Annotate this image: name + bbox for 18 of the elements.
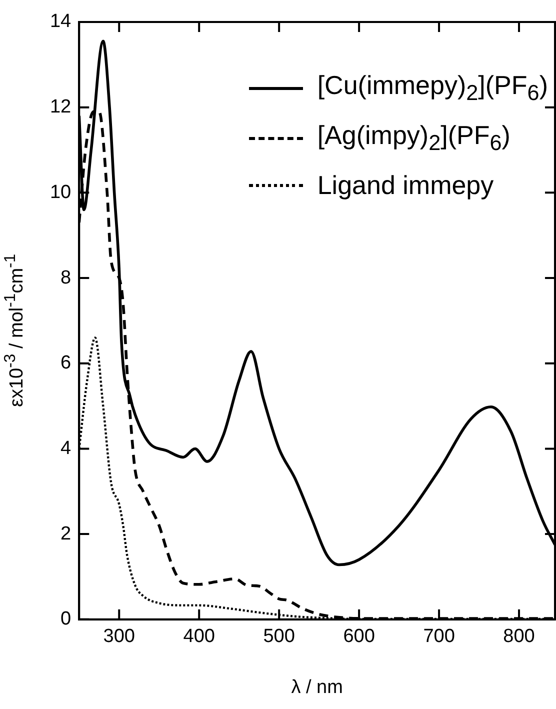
- legend-label: Ligand immepy: [317, 170, 494, 202]
- y-tick-label: 10: [50, 182, 72, 203]
- x-tick-label: 700: [423, 626, 455, 648]
- x-tick-label: 600: [343, 626, 375, 648]
- y-tick-label: 2: [60, 523, 72, 544]
- legend-label: [Ag(impy)$_{2}$](PF$_{6}$): [317, 120, 510, 156]
- x-tick-label: 300: [103, 626, 135, 648]
- x-tick-label: 800: [503, 626, 535, 648]
- y-tick-label: 12: [50, 96, 72, 118]
- x-tick-label: 400: [183, 626, 215, 648]
- y-tick-label: 8: [60, 267, 72, 288]
- y-tick-label: 0: [60, 608, 72, 630]
- legend-label: [Cu(immepy)$_{2}$](PF$_{6}$): [317, 70, 548, 106]
- x-tick-label: 500: [263, 626, 295, 648]
- y-tick-label: 14: [50, 11, 72, 32]
- x-axis-title: λ / nm: [291, 676, 343, 698]
- y-tick-label: 4: [60, 438, 72, 459]
- y-tick-label: 6: [60, 352, 72, 374]
